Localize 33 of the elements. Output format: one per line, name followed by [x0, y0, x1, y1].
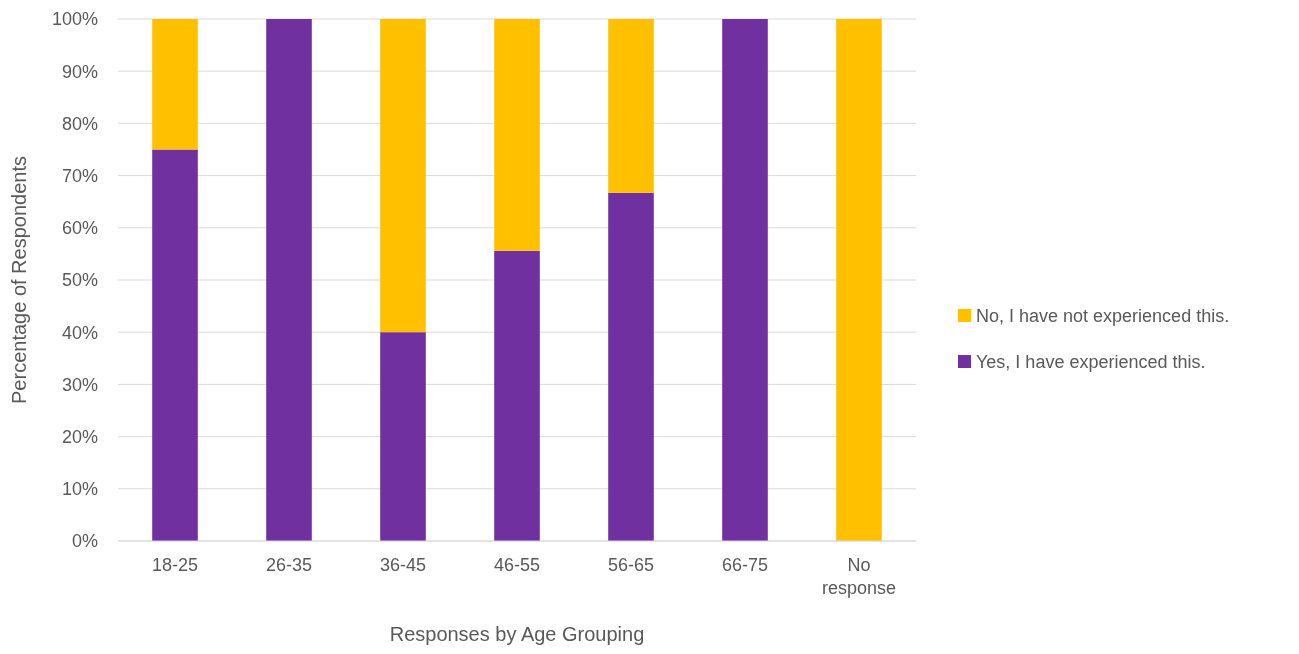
- bar: [722, 19, 768, 541]
- legend-label: No, I have not experienced this.: [976, 306, 1230, 327]
- y-tick-label: 80%: [61, 113, 98, 134]
- y-tick-label: 20%: [61, 426, 98, 447]
- x-tick-label: 56-65: [607, 555, 655, 575]
- bar: [836, 19, 882, 541]
- bar: [608, 19, 654, 193]
- y-tick-label: 100%: [51, 9, 98, 30]
- bar: [152, 19, 198, 150]
- bar: [152, 149, 198, 541]
- bar: [494, 19, 540, 251]
- bar: [608, 192, 654, 541]
- y-tick-label: 60%: [61, 218, 98, 239]
- x-axis-title: Responses by Age Grouping: [389, 623, 645, 645]
- y-tick-label: 90%: [61, 61, 98, 82]
- y-tick-label: 50%: [61, 270, 98, 291]
- y-axis-title: Percentage of Respondents: [8, 156, 30, 404]
- y-tick-label: 30%: [61, 374, 98, 395]
- x-tick-label: 46-55: [493, 555, 541, 575]
- x-tick-label: 26-35: [265, 555, 313, 575]
- bar: [266, 19, 312, 541]
- x-tick-label: 66-75: [721, 555, 769, 575]
- legend-label: Yes, I have experienced this.: [976, 352, 1206, 373]
- bar: [380, 332, 426, 541]
- bar: [380, 19, 426, 333]
- x-tick-label: 18-25: [151, 555, 199, 575]
- y-tick-label: 40%: [61, 322, 98, 343]
- y-tick-label: 0%: [71, 531, 98, 552]
- x-tick-label: 36-45: [379, 555, 427, 575]
- x-tick-label: No response: [821, 555, 897, 598]
- y-tick-label: 10%: [61, 479, 98, 500]
- y-tick-label: 70%: [61, 165, 98, 186]
- bar: [494, 250, 540, 541]
